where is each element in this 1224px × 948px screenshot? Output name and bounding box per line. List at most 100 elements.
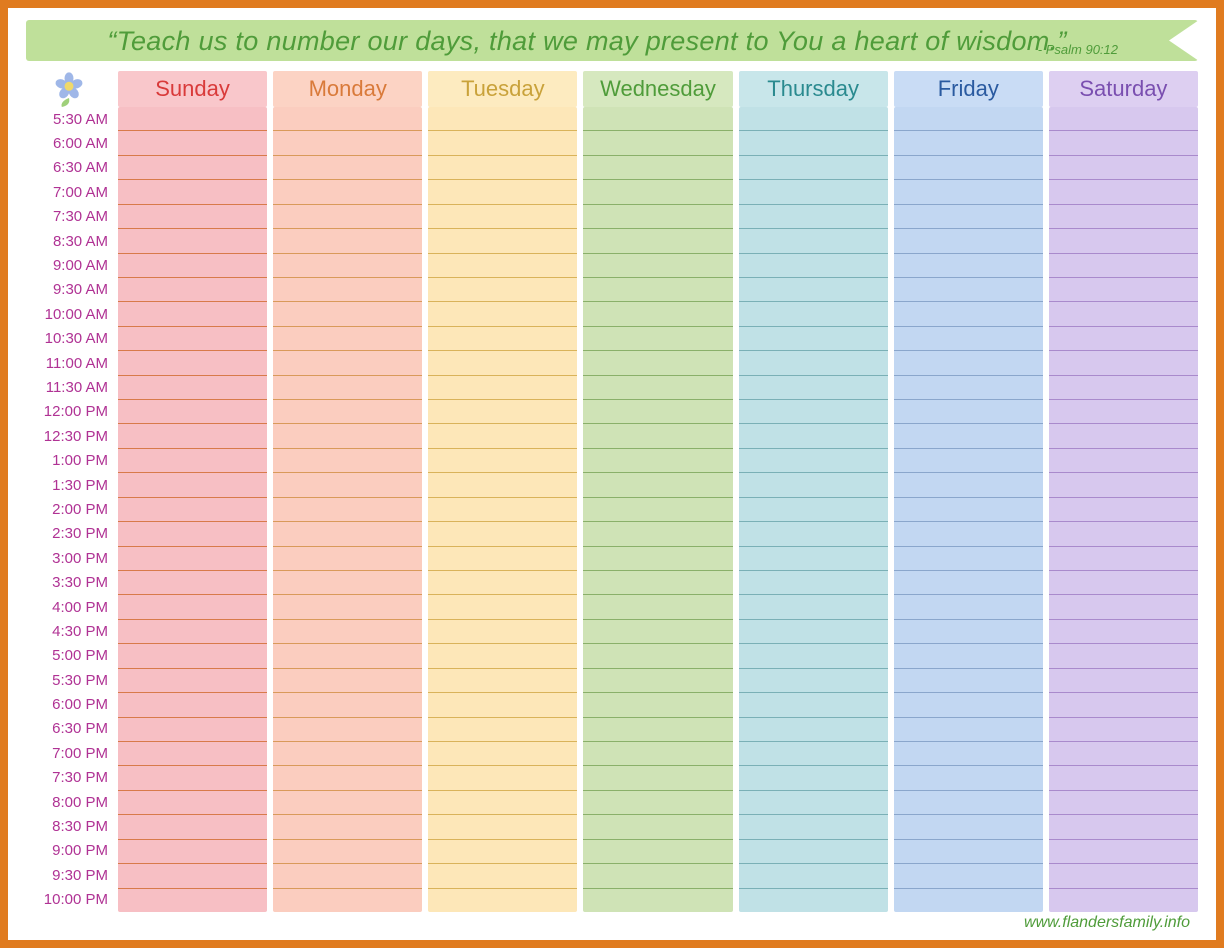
time-slot[interactable] xyxy=(583,204,732,228)
time-slot[interactable] xyxy=(894,448,1043,472)
time-slot[interactable] xyxy=(739,741,888,765)
time-slot[interactable] xyxy=(583,546,732,570)
time-slot[interactable] xyxy=(118,814,267,838)
time-slot[interactable] xyxy=(273,643,422,667)
time-slot[interactable] xyxy=(894,228,1043,252)
time-slot[interactable] xyxy=(428,863,577,887)
time-slot[interactable] xyxy=(273,814,422,838)
time-slot[interactable] xyxy=(273,888,422,912)
time-slot[interactable] xyxy=(739,521,888,545)
time-slot[interactable] xyxy=(1049,375,1198,399)
time-slot[interactable] xyxy=(894,472,1043,496)
time-slot[interactable] xyxy=(739,765,888,789)
time-slot[interactable] xyxy=(583,326,732,350)
time-slot[interactable] xyxy=(273,472,422,496)
time-slot[interactable] xyxy=(739,399,888,423)
time-slot[interactable] xyxy=(273,570,422,594)
time-slot[interactable] xyxy=(118,643,267,667)
time-slot[interactable] xyxy=(118,253,267,277)
time-slot[interactable] xyxy=(1049,839,1198,863)
time-slot[interactable] xyxy=(894,790,1043,814)
time-slot[interactable] xyxy=(428,497,577,521)
time-slot[interactable] xyxy=(894,253,1043,277)
time-slot[interactable] xyxy=(273,204,422,228)
time-slot[interactable] xyxy=(273,619,422,643)
time-slot[interactable] xyxy=(118,570,267,594)
time-slot[interactable] xyxy=(583,594,732,618)
time-slot[interactable] xyxy=(1049,448,1198,472)
time-slot[interactable] xyxy=(428,155,577,179)
time-slot[interactable] xyxy=(1049,765,1198,789)
time-slot[interactable] xyxy=(583,423,732,447)
time-slot[interactable] xyxy=(583,692,732,716)
time-slot[interactable] xyxy=(739,863,888,887)
time-slot[interactable] xyxy=(739,619,888,643)
time-slot[interactable] xyxy=(583,717,732,741)
time-slot[interactable] xyxy=(118,741,267,765)
time-slot[interactable] xyxy=(428,765,577,789)
time-slot[interactable] xyxy=(739,839,888,863)
time-slot[interactable] xyxy=(428,594,577,618)
time-slot[interactable] xyxy=(428,179,577,203)
time-slot[interactable] xyxy=(118,204,267,228)
time-slot[interactable] xyxy=(739,423,888,447)
time-slot[interactable] xyxy=(583,521,732,545)
time-slot[interactable] xyxy=(1049,717,1198,741)
time-slot[interactable] xyxy=(1049,253,1198,277)
time-slot[interactable] xyxy=(1049,399,1198,423)
time-slot[interactable] xyxy=(1049,326,1198,350)
time-slot[interactable] xyxy=(739,375,888,399)
time-slot[interactable] xyxy=(739,130,888,154)
time-slot[interactable] xyxy=(428,228,577,252)
time-slot[interactable] xyxy=(1049,643,1198,667)
time-slot[interactable] xyxy=(273,130,422,154)
time-slot[interactable] xyxy=(894,277,1043,301)
time-slot[interactable] xyxy=(739,668,888,692)
time-slot[interactable] xyxy=(118,326,267,350)
time-slot[interactable] xyxy=(894,107,1043,130)
time-slot[interactable] xyxy=(428,741,577,765)
time-slot[interactable] xyxy=(428,521,577,545)
time-slot[interactable] xyxy=(428,277,577,301)
time-slot[interactable] xyxy=(1049,863,1198,887)
time-slot[interactable] xyxy=(1049,423,1198,447)
time-slot[interactable] xyxy=(1049,107,1198,130)
time-slot[interactable] xyxy=(428,619,577,643)
time-slot[interactable] xyxy=(1049,130,1198,154)
time-slot[interactable] xyxy=(428,423,577,447)
time-slot[interactable] xyxy=(583,130,732,154)
time-slot[interactable] xyxy=(428,204,577,228)
time-slot[interactable] xyxy=(739,692,888,716)
time-slot[interactable] xyxy=(428,668,577,692)
time-slot[interactable] xyxy=(583,228,732,252)
time-slot[interactable] xyxy=(428,107,577,130)
time-slot[interactable] xyxy=(583,253,732,277)
time-slot[interactable] xyxy=(583,888,732,912)
time-slot[interactable] xyxy=(118,448,267,472)
time-slot[interactable] xyxy=(583,448,732,472)
time-slot[interactable] xyxy=(273,253,422,277)
time-slot[interactable] xyxy=(583,839,732,863)
time-slot[interactable] xyxy=(739,155,888,179)
time-slot[interactable] xyxy=(739,448,888,472)
time-slot[interactable] xyxy=(273,741,422,765)
time-slot[interactable] xyxy=(428,570,577,594)
time-slot[interactable] xyxy=(118,350,267,374)
time-slot[interactable] xyxy=(894,741,1043,765)
time-slot[interactable] xyxy=(894,570,1043,594)
time-slot[interactable] xyxy=(273,546,422,570)
time-slot[interactable] xyxy=(428,692,577,716)
time-slot[interactable] xyxy=(428,717,577,741)
time-slot[interactable] xyxy=(273,790,422,814)
time-slot[interactable] xyxy=(118,692,267,716)
time-slot[interactable] xyxy=(894,594,1043,618)
time-slot[interactable] xyxy=(894,643,1043,667)
time-slot[interactable] xyxy=(583,497,732,521)
time-slot[interactable] xyxy=(583,765,732,789)
time-slot[interactable] xyxy=(428,301,577,325)
time-slot[interactable] xyxy=(739,888,888,912)
time-slot[interactable] xyxy=(118,472,267,496)
time-slot[interactable] xyxy=(118,668,267,692)
time-slot[interactable] xyxy=(739,594,888,618)
time-slot[interactable] xyxy=(118,179,267,203)
